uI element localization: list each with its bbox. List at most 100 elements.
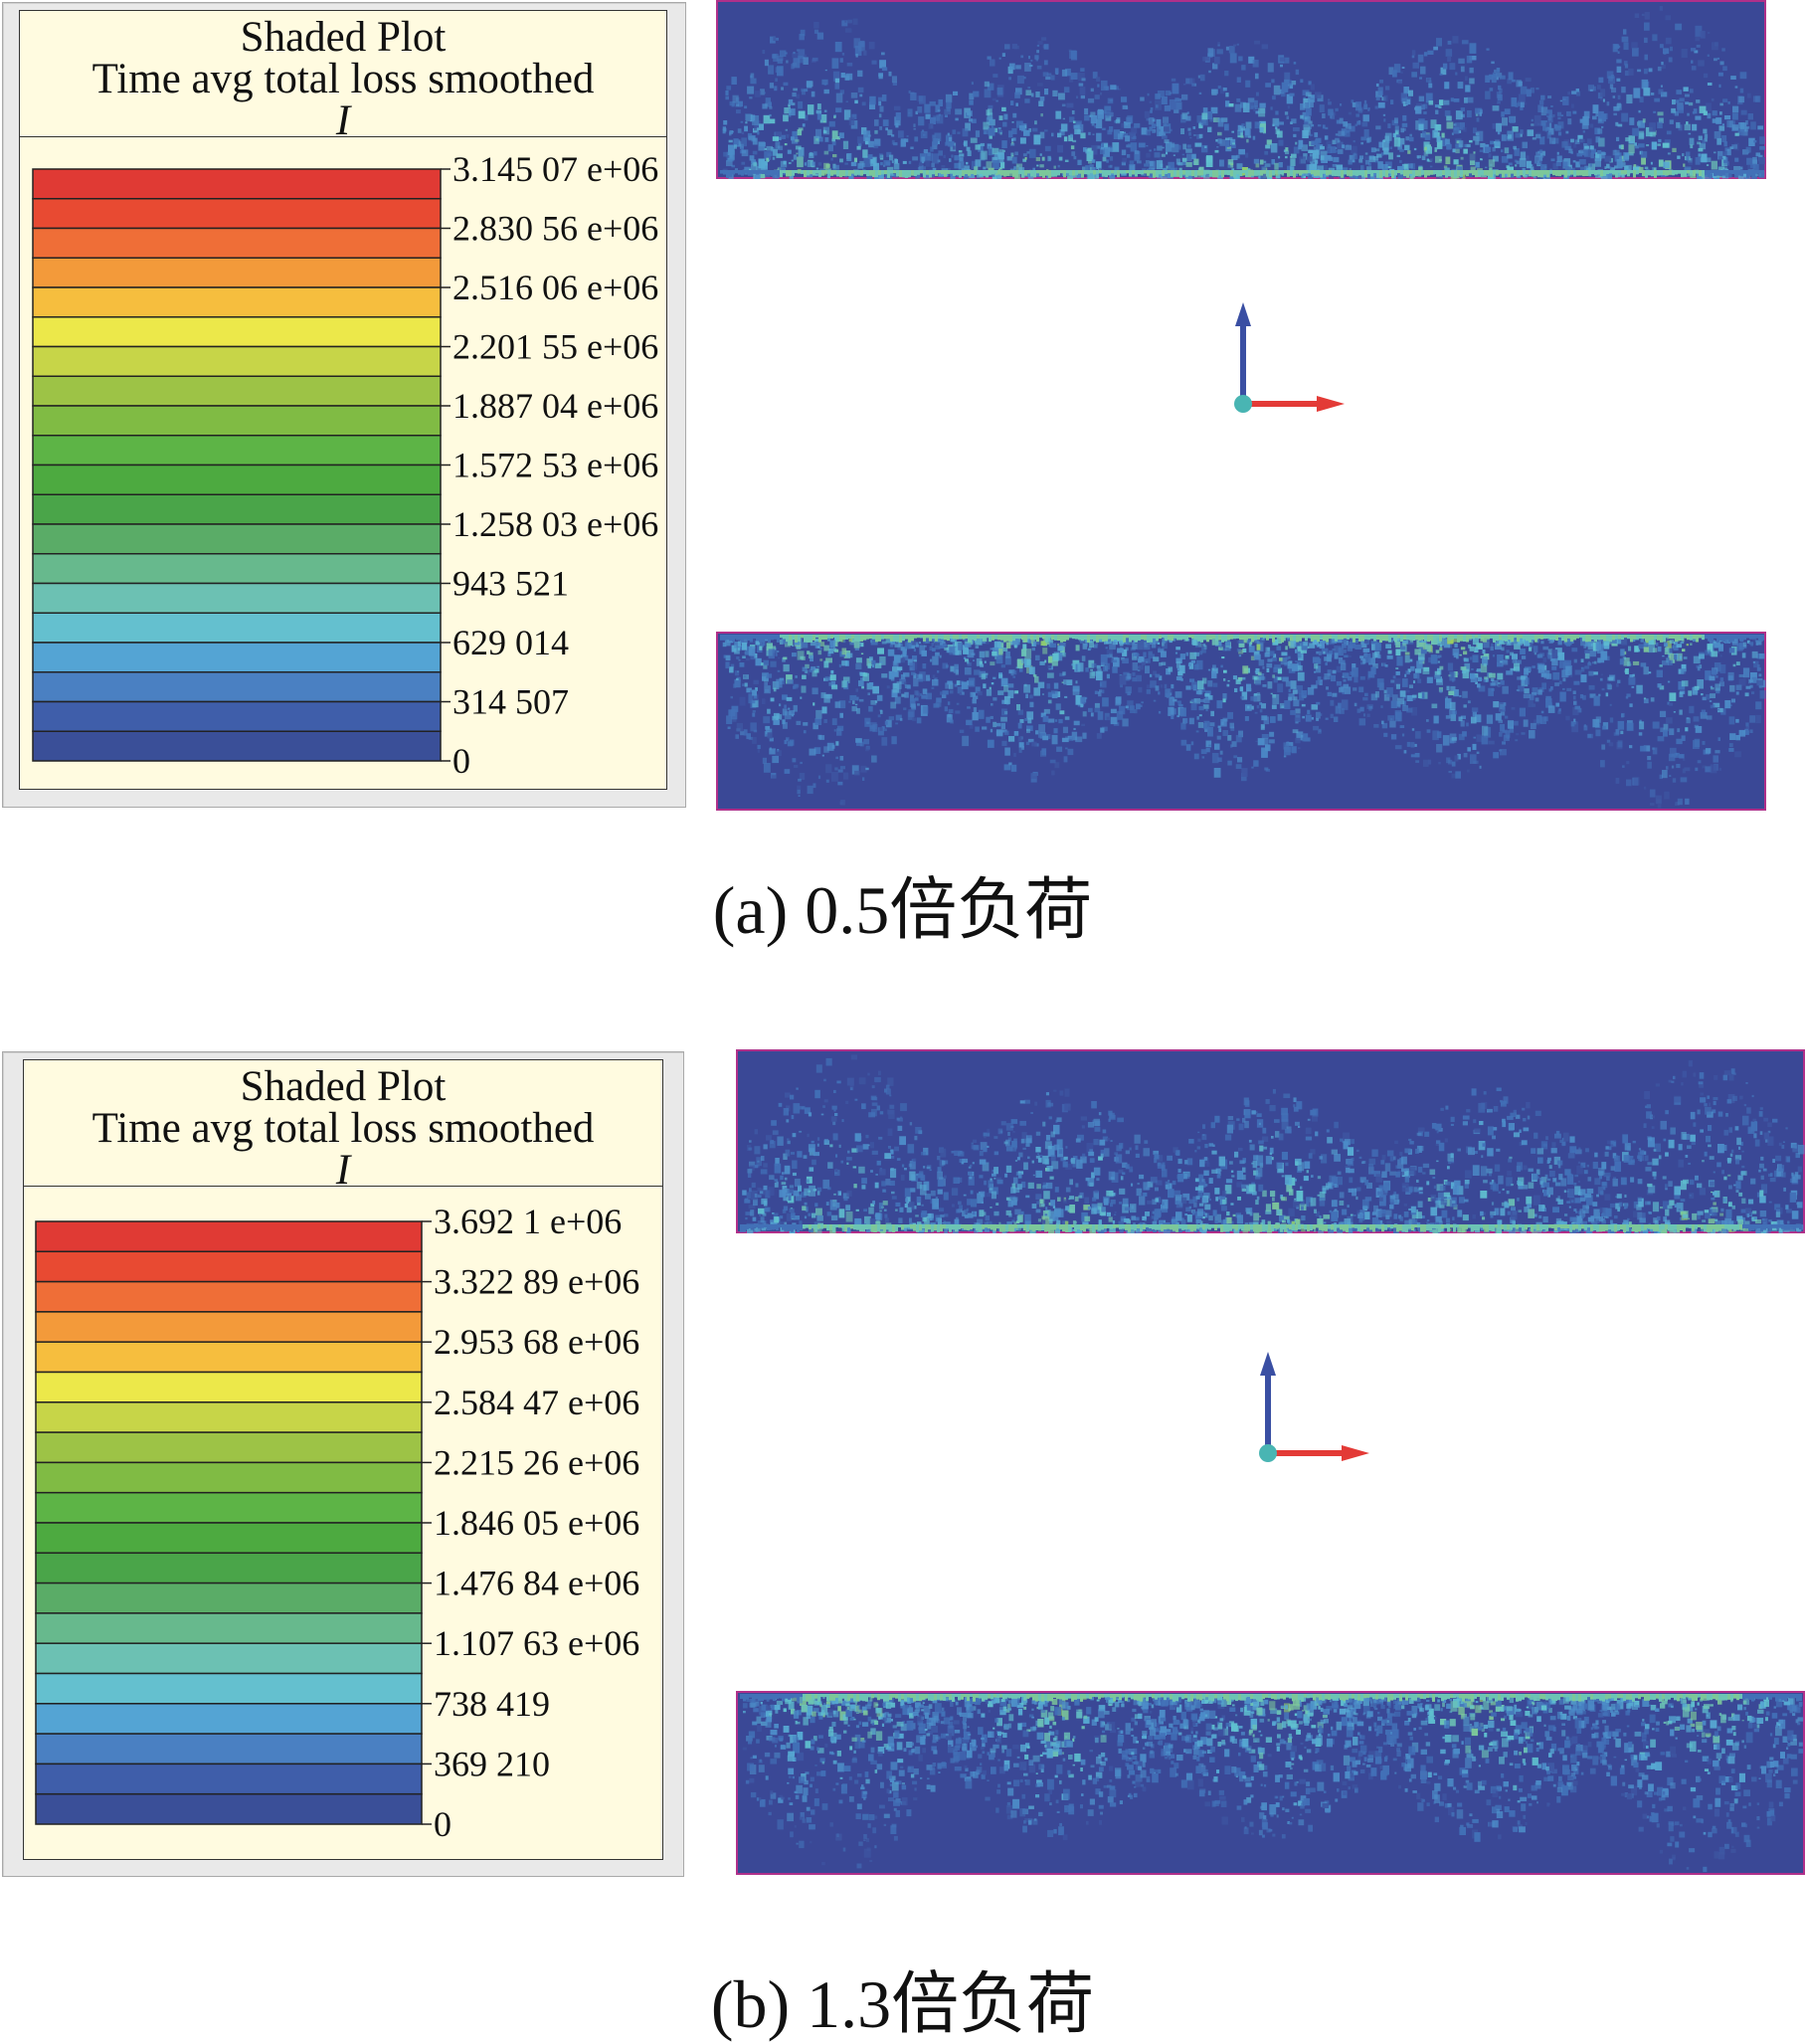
loss-cell — [1142, 662, 1146, 665]
loss-cell — [1316, 658, 1321, 664]
loss-cell — [763, 716, 770, 723]
loss-cell — [1445, 110, 1451, 116]
loss-cell — [1694, 656, 1701, 664]
loss-cell — [1541, 156, 1543, 157]
loss-cell — [1666, 766, 1669, 770]
loss-cell — [1728, 170, 1731, 173]
loss-cell — [1110, 156, 1113, 161]
loss-cell — [1303, 642, 1308, 646]
loss-cell — [1161, 684, 1164, 687]
loss-cell — [1622, 37, 1629, 43]
loss-cell — [1246, 139, 1248, 143]
loss-cell — [1573, 719, 1575, 722]
loss-cell — [859, 94, 862, 97]
loss-cell — [1236, 170, 1239, 174]
loss-cell — [1197, 680, 1203, 689]
loss-cell — [1301, 735, 1303, 738]
loss-cell — [1336, 150, 1339, 153]
loss-cell — [993, 697, 996, 700]
loss-cell — [1582, 170, 1585, 176]
loss-cell — [751, 74, 755, 79]
loss-cell — [1132, 677, 1136, 681]
loss-cell — [723, 120, 727, 125]
loss-cell — [1561, 114, 1564, 116]
loss-cell — [1676, 764, 1680, 768]
loss-cell — [812, 162, 814, 167]
loss-cell — [1087, 148, 1091, 152]
loss-cell — [1032, 128, 1038, 132]
loss-cell — [884, 170, 887, 174]
loss-cell — [1612, 170, 1615, 174]
loss-cell — [1515, 739, 1518, 741]
loss-cell — [814, 30, 818, 34]
loss-cell — [1318, 124, 1322, 126]
loss-cell — [1105, 170, 1108, 177]
loss-cell — [1112, 666, 1118, 673]
loss-cell — [741, 121, 744, 123]
loss-cell — [900, 718, 902, 721]
loss-cell — [875, 663, 882, 668]
loss-cell — [1715, 131, 1721, 139]
loss-cell — [1664, 792, 1670, 800]
loss-cell — [835, 107, 841, 112]
loss-cell — [1146, 153, 1150, 158]
loss-cell — [1238, 131, 1241, 135]
loss-cell — [1256, 93, 1259, 96]
loss-cell — [1409, 684, 1413, 688]
loss-cell — [929, 123, 934, 129]
loss-cell — [1402, 123, 1408, 127]
loss-cell — [799, 795, 801, 797]
loss-cell — [960, 730, 965, 733]
loss-cell — [1113, 659, 1117, 662]
loss-cell — [1145, 111, 1150, 118]
loss-cell — [1340, 103, 1342, 106]
loss-cell — [874, 119, 879, 126]
loss-cell — [1120, 642, 1124, 647]
loss-cell — [808, 671, 810, 675]
loss-cell — [772, 775, 776, 778]
loss-cell — [954, 667, 959, 673]
loss-cell — [775, 750, 782, 756]
loss-cell — [1691, 48, 1696, 51]
loss-cell — [1521, 134, 1523, 137]
loss-cell — [1749, 715, 1755, 723]
loss-cell — [1205, 709, 1207, 711]
loss-cell — [1699, 170, 1702, 176]
loss-cell — [834, 729, 836, 731]
loss-cell — [1038, 101, 1043, 107]
loss-cell — [1220, 665, 1222, 668]
loss-cell — [1305, 170, 1308, 173]
loss-cell — [1017, 76, 1024, 84]
loss-cell — [1537, 689, 1541, 694]
loss-cell — [1585, 653, 1590, 658]
loss-cell — [927, 153, 933, 161]
loss-cell — [1628, 144, 1634, 153]
loss-cell — [1471, 668, 1474, 670]
loss-cell — [1409, 137, 1414, 141]
loss-cell — [1108, 98, 1114, 104]
loss-cell — [1237, 641, 1239, 644]
loss-cell — [1221, 170, 1224, 177]
loss-cell — [1729, 685, 1734, 692]
loss-cell — [1203, 107, 1208, 113]
loss-cell — [1333, 164, 1337, 167]
loss-cell — [1186, 154, 1192, 162]
loss-cell — [1722, 98, 1727, 102]
loss-cell — [1507, 165, 1511, 168]
loss-cell — [1557, 112, 1561, 116]
loss-cell — [802, 90, 806, 94]
loss-cell — [1558, 170, 1561, 176]
loss-cell — [1579, 150, 1583, 154]
loss-cell — [1055, 719, 1057, 722]
loss-cell — [1012, 121, 1014, 123]
loss-cell — [1669, 754, 1676, 761]
loss-cell — [1454, 755, 1458, 761]
loss-cell — [1114, 170, 1117, 175]
loss-cell — [966, 720, 973, 725]
loss-cell — [1051, 170, 1054, 177]
loss-cell — [1436, 650, 1440, 652]
loss-cell — [1579, 159, 1586, 165]
loss-cell — [986, 170, 989, 177]
loss-cell — [976, 130, 980, 137]
loss-cell — [1228, 137, 1232, 140]
